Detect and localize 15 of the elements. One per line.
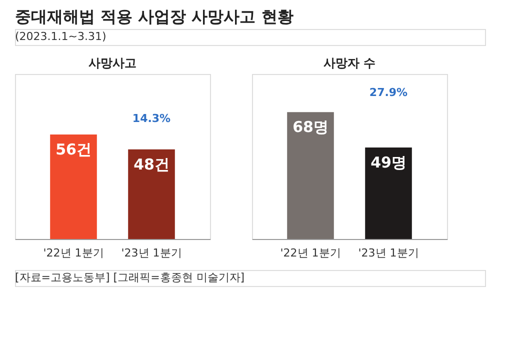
text: [자료=고용노동부] [그래픽=홍종현 미술기자] [15,271,245,284]
chart-title: 사망사고 [88,56,136,70]
x-tick-label: '22년 1분기 [280,246,341,260]
text: 14.3% [132,112,171,125]
text: 27.9% [369,86,408,100]
data-label: 48건 [134,155,170,174]
text: (2023.1.1~3.31) [15,30,106,43]
x-tick-label: '23년 1분기 [358,246,419,260]
chart-title: 사망자 수 [323,56,376,70]
x-tick-label: '23년 1분기 [121,246,182,260]
data-label: 49명 [370,154,406,172]
text: 중대재해법 적용 사업장 사망사고 현황 [15,7,294,26]
data-label: 68명 [292,118,328,136]
x-tick-label: '22년 1분기 [43,246,104,260]
data-label: 56건 [56,140,92,158]
